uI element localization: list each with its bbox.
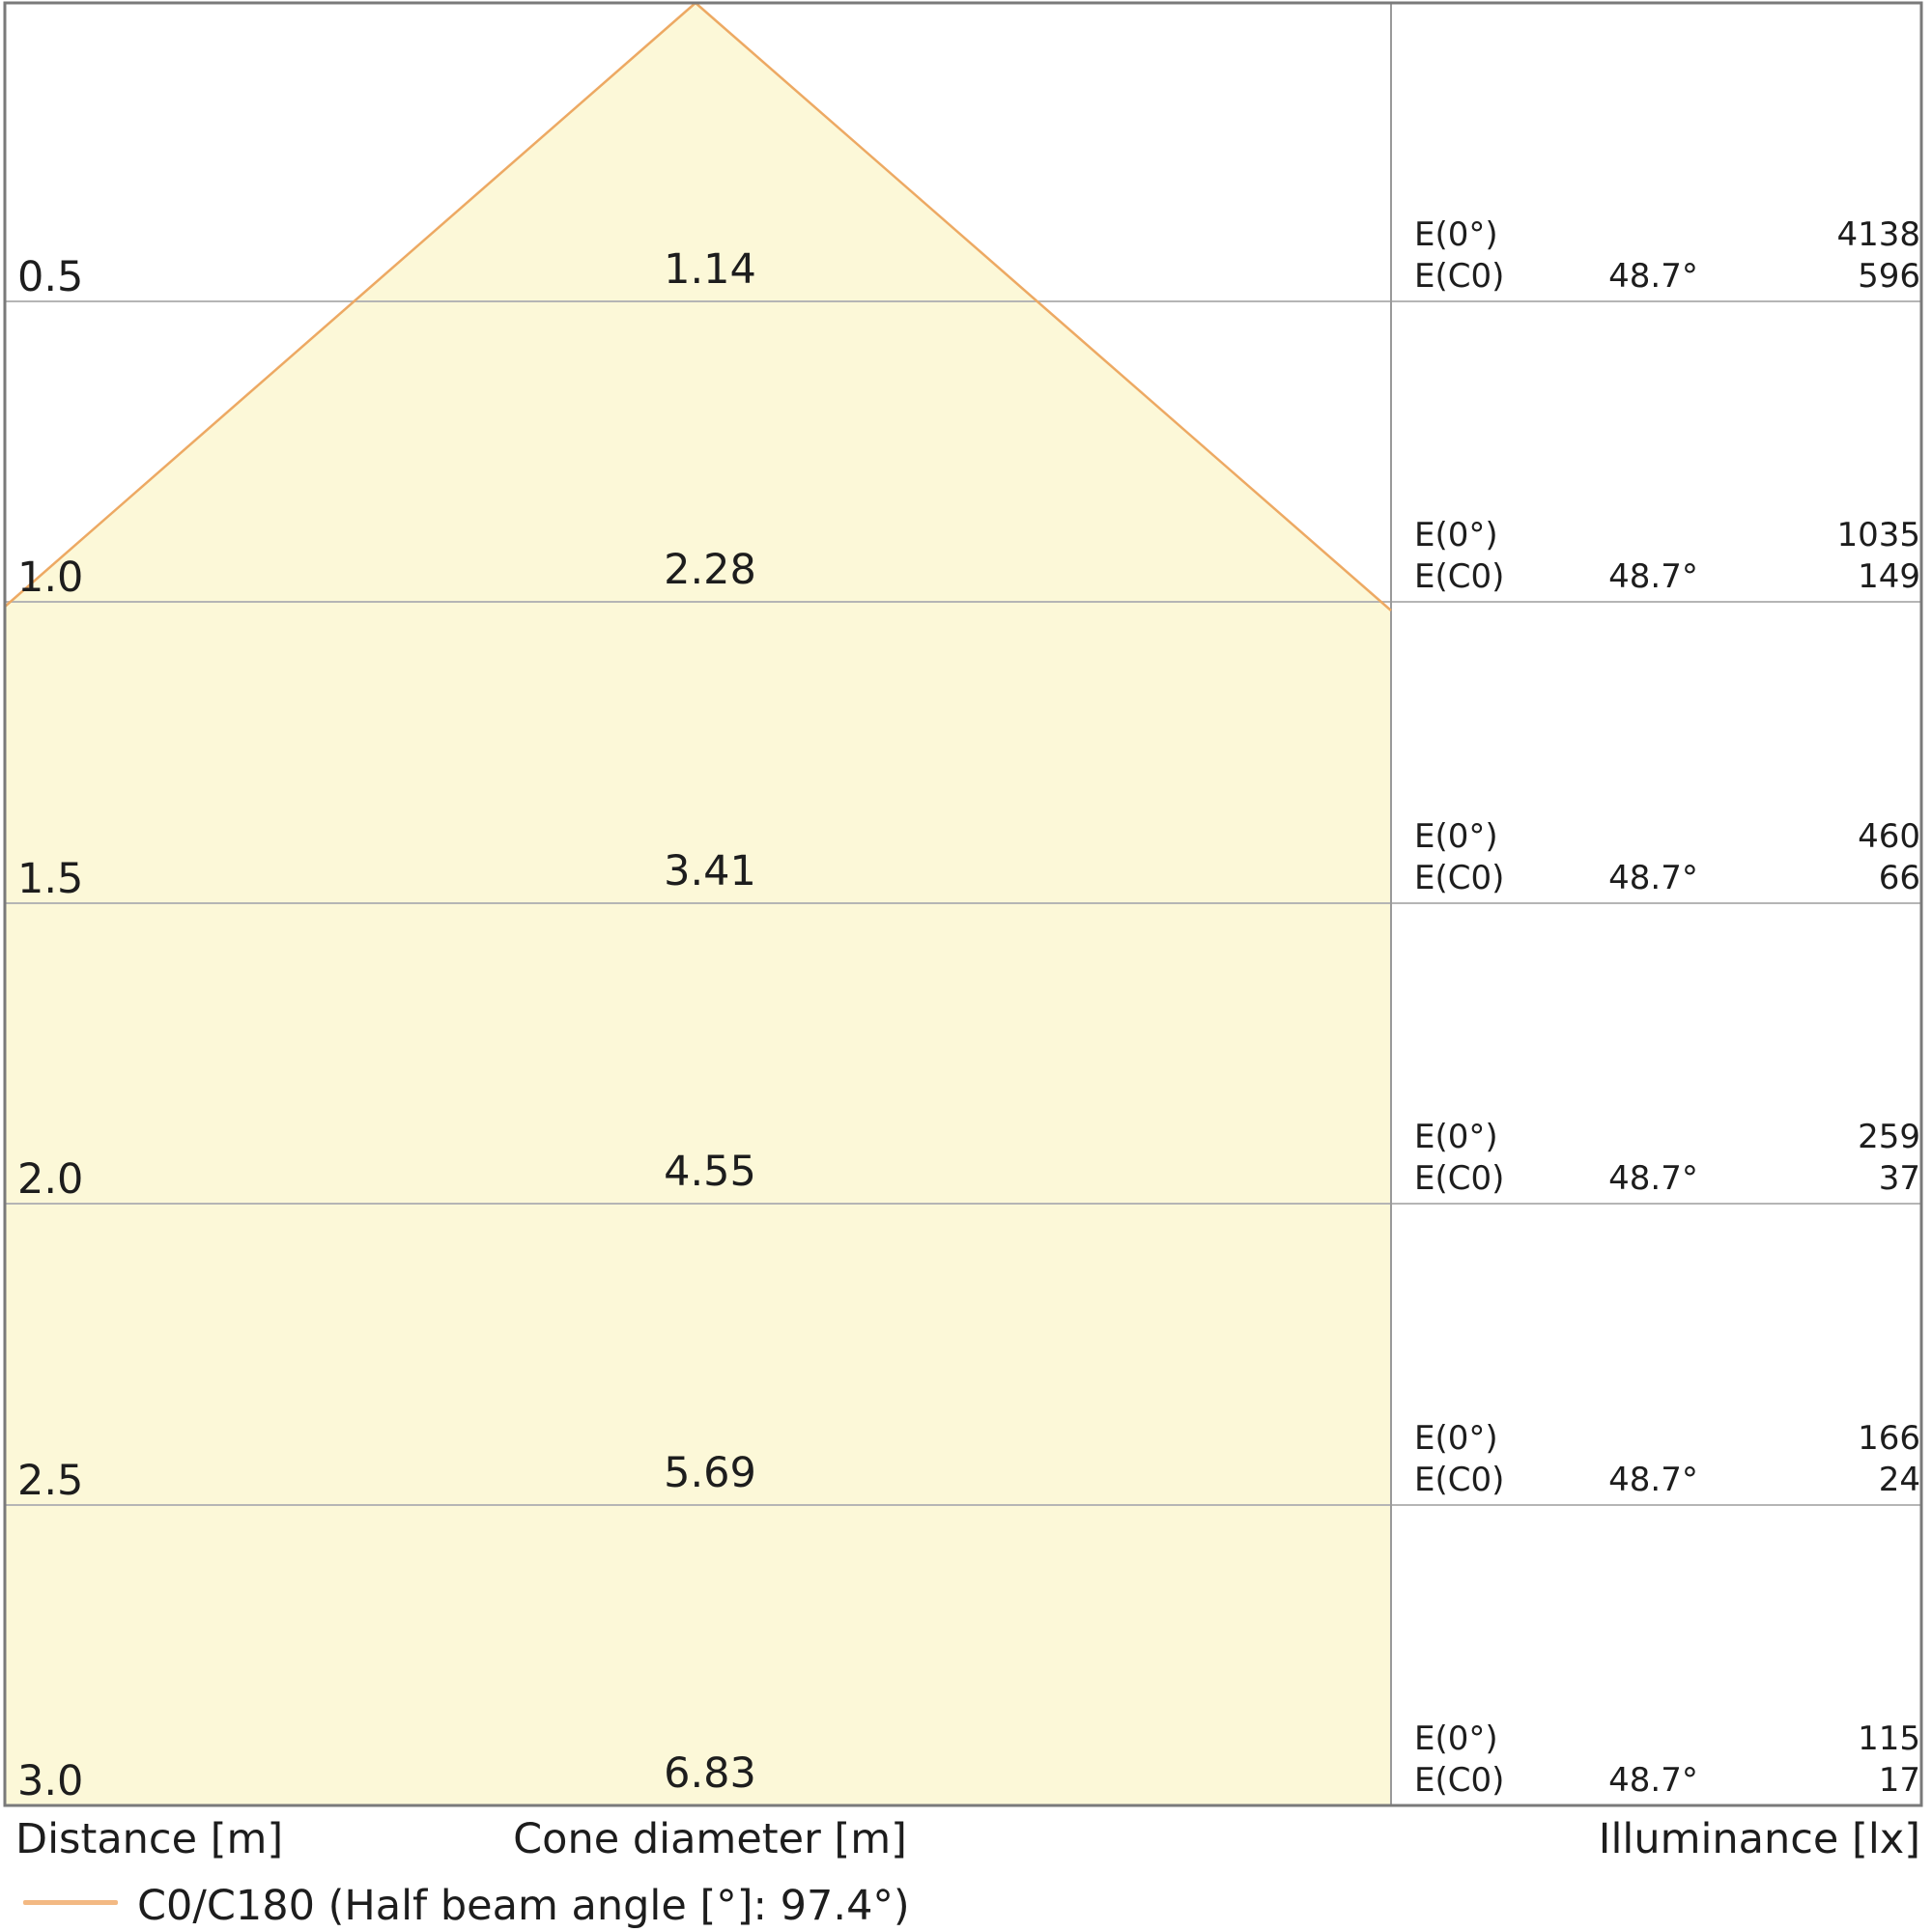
cone-diameter-label: 4.55 [664,1148,756,1196]
ec0-label: E(C0) [1414,557,1505,596]
ec0-value: 149 [1858,557,1920,596]
legend-label: C0/C180 (Half beam angle [°]: 97.4°) [137,1882,910,1930]
e0-value: 259 [1858,1118,1920,1156]
ec0-value: 37 [1878,1159,1920,1198]
e0-label: E(0°) [1414,1719,1498,1758]
e0-value: 115 [1858,1719,1920,1758]
beam-angle-value: 48.7° [1608,557,1698,596]
e0-label: E(0°) [1414,1118,1498,1156]
e0-label: E(0°) [1414,516,1498,554]
distance-axis-label: Distance [m] [15,1815,284,1863]
ec0-label: E(C0) [1414,1461,1505,1499]
ec0-value: 17 [1878,1761,1920,1800]
cone-diameter-label: 1.14 [664,245,756,294]
ec0-value: 24 [1878,1461,1920,1499]
illuminance-row: E(0°) 460 E(C0) 48.7° 66 [1410,816,1920,899]
spacer [1589,1719,1718,1760]
distance-label: 1.0 [17,554,84,602]
legend-line-swatch [23,1900,118,1905]
spacer [1589,515,1718,556]
spacer [1589,1418,1718,1460]
distance-label: 3.0 [17,1757,84,1805]
cone-diameter-label: 3.41 [664,847,756,895]
distance-label: 1.5 [17,855,84,903]
cone-diameter-axis-label: Cone diameter [m] [513,1815,907,1863]
e0-value: 1035 [1836,516,1920,554]
distance-label: 2.0 [17,1155,84,1204]
e0-value: 166 [1858,1419,1920,1458]
e0-value: 4138 [1836,215,1920,254]
beam-angle-value: 48.7° [1608,1761,1698,1800]
cone-edge-left [4,2,696,608]
cone-diameter-label: 5.69 [664,1449,756,1497]
e0-label: E(0°) [1414,1419,1498,1458]
e0-label: E(0°) [1414,817,1498,856]
spacer [1589,816,1718,858]
illuminance-row: E(0°) 115 E(C0) 48.7° 17 [1410,1719,1920,1802]
cone-diameter-label: 6.83 [664,1749,756,1798]
spacer [1589,1117,1718,1158]
illuminance-axis-label: Illuminance [lx] [1598,1815,1920,1863]
spacer [1589,214,1718,256]
ec0-label: E(C0) [1414,859,1505,897]
illuminance-row: E(0°) 166 E(C0) 48.7° 24 [1410,1418,1920,1501]
ec0-value: 596 [1858,257,1920,296]
ec0-label: E(C0) [1414,1159,1505,1198]
beam-angle-value: 48.7° [1608,1159,1698,1198]
cone-edge-right [695,2,1392,611]
ec0-label: E(C0) [1414,257,1505,296]
distance-label: 2.5 [17,1457,84,1505]
ec0-value: 66 [1878,859,1920,897]
beam-angle-value: 48.7° [1608,1461,1698,1499]
distance-label: 0.5 [17,253,84,301]
e0-value: 460 [1858,817,1920,856]
illuminance-row: E(0°) 259 E(C0) 48.7° 37 [1410,1117,1920,1200]
beam-angle-value: 48.7° [1608,859,1698,897]
illuminance-row: E(0°) 4138 E(C0) 48.7° 596 [1410,214,1920,298]
beam-angle-value: 48.7° [1608,257,1698,296]
cone-diameter-label: 2.28 [664,546,756,594]
chart-frame [3,1,1923,1807]
illuminance-row: E(0°) 1035 E(C0) 48.7° 149 [1410,515,1920,598]
ec0-label: E(C0) [1414,1761,1505,1800]
e0-label: E(0°) [1414,215,1498,254]
